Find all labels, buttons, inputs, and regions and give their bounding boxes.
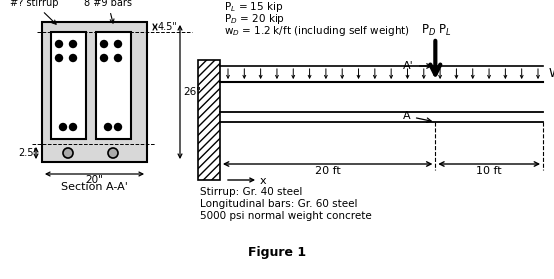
Circle shape bbox=[105, 124, 111, 131]
Bar bbox=[96, 32, 131, 139]
Circle shape bbox=[69, 40, 76, 47]
Text: A: A bbox=[403, 111, 431, 122]
Circle shape bbox=[69, 124, 76, 131]
Text: P$_D$ = 20 kip: P$_D$ = 20 kip bbox=[224, 12, 285, 26]
Text: Stirrup: Gr. 40 steel: Stirrup: Gr. 40 steel bbox=[200, 187, 302, 197]
Circle shape bbox=[69, 54, 76, 61]
Bar bbox=[198, 60, 220, 180]
Circle shape bbox=[115, 124, 121, 131]
Bar bbox=[42, 22, 147, 162]
Text: A': A' bbox=[403, 61, 431, 71]
Text: Section A-A': Section A-A' bbox=[61, 182, 128, 192]
Text: 10 ft: 10 ft bbox=[476, 166, 502, 176]
Text: 2.5": 2.5" bbox=[18, 148, 38, 158]
Circle shape bbox=[59, 124, 66, 131]
Bar bbox=[51, 32, 86, 139]
Text: w$_D$ = 1.2 k/ft (including self weight): w$_D$ = 1.2 k/ft (including self weight) bbox=[224, 24, 410, 38]
Text: P$_D$: P$_D$ bbox=[422, 23, 437, 38]
Circle shape bbox=[108, 148, 118, 158]
Text: x: x bbox=[260, 176, 266, 186]
Circle shape bbox=[55, 54, 63, 61]
Circle shape bbox=[100, 40, 107, 47]
Text: W$_D$: W$_D$ bbox=[548, 66, 554, 81]
Circle shape bbox=[115, 54, 121, 61]
Text: P$_L$: P$_L$ bbox=[438, 23, 452, 38]
Circle shape bbox=[63, 148, 73, 158]
Text: 20 ft: 20 ft bbox=[315, 166, 341, 176]
Text: 5000 psi normal weight concrete: 5000 psi normal weight concrete bbox=[200, 211, 372, 221]
Text: Figure 1: Figure 1 bbox=[248, 246, 306, 259]
Text: 20": 20" bbox=[85, 175, 104, 185]
Circle shape bbox=[100, 54, 107, 61]
Text: 26": 26" bbox=[183, 87, 201, 97]
Circle shape bbox=[115, 40, 121, 47]
Text: Longitudinal bars: Gr. 60 steel: Longitudinal bars: Gr. 60 steel bbox=[200, 199, 357, 209]
Text: 8 #9 bars: 8 #9 bars bbox=[84, 0, 132, 23]
Text: #? stirrup: #? stirrup bbox=[10, 0, 59, 24]
Circle shape bbox=[55, 40, 63, 47]
Text: 4.5": 4.5" bbox=[158, 22, 178, 32]
Text: P$_L$ = 15 kip: P$_L$ = 15 kip bbox=[224, 0, 284, 14]
